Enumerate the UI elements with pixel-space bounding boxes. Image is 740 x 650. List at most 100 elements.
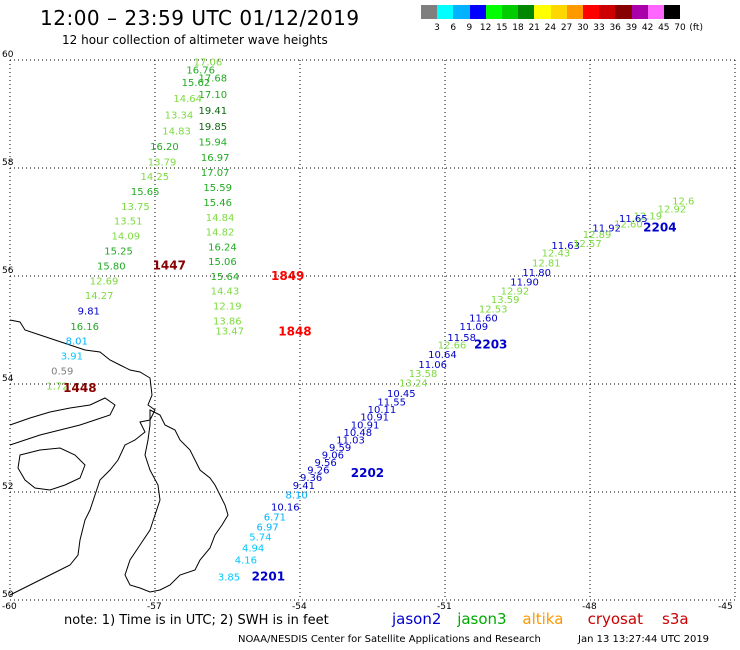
legend-label: 39 <box>625 23 638 33</box>
legend-label: 36 <box>609 23 621 33</box>
legend-swatch <box>518 5 535 19</box>
pass-time-label: 1447 <box>153 259 186 273</box>
legend-swatch <box>647 5 664 19</box>
wave-height-label: 11.90 <box>510 278 539 289</box>
wave-height-label: 11.09 <box>460 322 489 333</box>
legend-swatch <box>583 5 600 19</box>
wave-height-label: 9.36 <box>300 473 322 484</box>
wave-height-label: 16.24 <box>208 243 237 254</box>
pass-time-label: 1448 <box>63 381 96 395</box>
wave-height-label: 3.91 <box>61 352 83 363</box>
legend-label: 30 <box>577 23 589 33</box>
satellite-cryosat: cryosat <box>587 610 643 628</box>
map-title: 12:00 – 23:59 UTC 01/12/2019 <box>40 6 360 30</box>
wave-height-label: 10.16 <box>271 502 300 513</box>
wave-height-label: 9.56 <box>315 458 337 469</box>
wave-height-label: 15.62 <box>182 78 211 89</box>
legend-label: 33 <box>593 23 605 33</box>
satellite-jason2: jason2 <box>392 610 442 628</box>
wave-height-label: 14.25 <box>141 172 170 183</box>
wave-height-label: 9.81 <box>78 306 100 317</box>
latitude-label: 58 <box>2 158 14 168</box>
wave-height-label: 12.66 <box>438 340 467 351</box>
latitude-label: 54 <box>2 374 14 384</box>
wave-height-label: 8.01 <box>66 337 88 348</box>
wave-height-label: 10.91 <box>360 413 389 424</box>
wave-height-label: 15.06 <box>208 257 237 268</box>
wave-height-label: 12.53 <box>479 305 508 316</box>
wave-height-label: 11.65 <box>619 214 648 225</box>
wave-height-label: 12.60 <box>614 219 643 230</box>
longitude-label: -54 <box>292 602 307 612</box>
wave-height-label: 12.81 <box>532 258 561 269</box>
legend-swatch <box>502 5 519 19</box>
wave-height-label: 15.25 <box>104 246 133 257</box>
wave-height-label: 15.80 <box>97 262 126 273</box>
pass-time-label: 1848 <box>278 324 311 338</box>
satellite-altika: altika <box>522 610 564 628</box>
legend-label: 18 <box>512 23 524 33</box>
wave-height-label: 15.46 <box>203 198 232 209</box>
wave-height-label: 12.92 <box>658 204 687 215</box>
wave-height-label: 12.19 <box>634 211 663 222</box>
legend-label: 70 <box>674 23 686 33</box>
newfoundland-coast <box>124 409 229 593</box>
wave-height-label: 14.64 <box>173 94 202 105</box>
wave-height-label: 6.97 <box>257 522 279 533</box>
wave-height-label: 14.43 <box>211 286 240 297</box>
bay-outline <box>9 397 116 446</box>
labrador-coast <box>9 319 156 596</box>
legend-swatch <box>550 5 567 19</box>
legend-swatch <box>469 5 486 19</box>
pass-time-label: 1849 <box>271 269 304 283</box>
wave-height-label: 10.64 <box>428 350 457 361</box>
generated-timestamp: Jan 13 13:27:44 UTC 2019 <box>578 634 710 645</box>
wave-height-label: 14.09 <box>112 231 141 242</box>
map-subtitle: 12 hour collection of altimeter wave hei… <box>62 33 328 47</box>
wave-height-label: 16.20 <box>150 142 179 153</box>
wave-height-label: 9.59 <box>329 443 351 454</box>
legend-label: 9 <box>466 23 473 33</box>
wave-height-label: 15.65 <box>131 187 160 198</box>
longitude-label: -57 <box>147 602 162 612</box>
wave-height-label: 0.59 <box>51 366 73 377</box>
wave-height-label: 10.45 <box>387 389 416 400</box>
latitude-label: 52 <box>2 482 14 492</box>
latitude-label: 60 <box>2 50 14 60</box>
wave-height-label: 13.75 <box>121 202 150 213</box>
legend-unit: (ft) <box>689 23 703 33</box>
longitude-label: -60 <box>2 602 17 612</box>
wave-height-label: 17.06 <box>194 57 223 68</box>
legend-swatch <box>453 5 470 19</box>
legend-label: 45 <box>658 23 670 33</box>
inner-bay <box>17 447 86 491</box>
legend-label: 6 <box>450 23 457 33</box>
wave-height-label: 11.92 <box>592 224 621 235</box>
legend-swatch <box>485 5 502 19</box>
pass-time-label: 2203 <box>474 337 507 351</box>
wave-height-label: 16.16 <box>70 322 99 333</box>
wave-height-label: 12.69 <box>90 277 119 288</box>
legend-swatch <box>421 5 438 19</box>
wave-height-label: 13.51 <box>114 217 143 228</box>
wave-height-label: 13.47 <box>215 326 244 337</box>
legend-label: 12 <box>479 23 492 33</box>
wave-height-label: 10.91 <box>351 420 380 431</box>
wave-height-label: 19.41 <box>199 106 228 117</box>
wave-height-label: 16.76 <box>186 66 215 77</box>
wave-height-label: 11.58 <box>447 333 476 344</box>
legend-label: 42 <box>641 23 654 33</box>
wave-height-label: 19.85 <box>199 122 228 133</box>
wave-height-label: 11.06 <box>418 360 447 371</box>
wave-height-label: 8.10 <box>286 490 308 501</box>
wave-height-label: 14.82 <box>206 228 235 239</box>
wave-height-label: 12.57 <box>573 239 602 250</box>
pass-time-label: 2204 <box>643 221 676 235</box>
wave-height-label: 9.26 <box>307 466 329 477</box>
legend-swatch <box>599 5 616 19</box>
wave-height-label: 13.34 <box>165 110 194 121</box>
wave-height-label: 12.89 <box>583 230 612 241</box>
pass-time-label: 2201 <box>252 570 285 584</box>
